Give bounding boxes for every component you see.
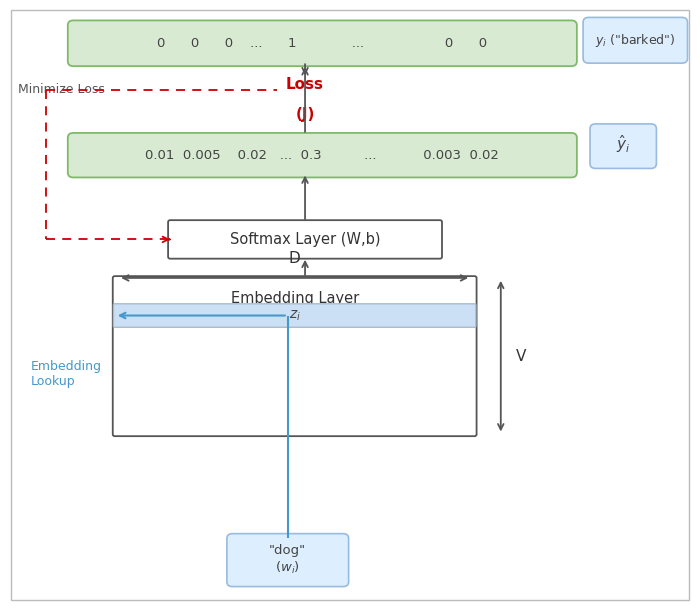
Text: "dog"
$(w_i)$: "dog" $(w_i)$ xyxy=(270,544,307,576)
Text: Minimize Loss: Minimize Loss xyxy=(18,83,105,96)
Text: Softmax Layer (W,b): Softmax Layer (W,b) xyxy=(230,232,380,247)
Text: 0.01  0.005    0.02   ...  0.3          ...           0.003  0.02: 0.01 0.005 0.02 ... 0.3 ... 0.003 0.02 xyxy=(146,149,499,162)
FancyBboxPatch shape xyxy=(227,534,349,587)
Text: $y_i$ ("barked"): $y_i$ ("barked") xyxy=(595,32,676,49)
FancyBboxPatch shape xyxy=(68,133,577,178)
FancyBboxPatch shape xyxy=(590,124,657,168)
FancyBboxPatch shape xyxy=(168,220,442,259)
Text: V: V xyxy=(516,349,526,364)
Text: (J): (J) xyxy=(295,107,315,123)
Text: $z_i$: $z_i$ xyxy=(288,308,301,323)
Text: Loss: Loss xyxy=(286,77,324,92)
FancyBboxPatch shape xyxy=(113,304,476,327)
Text: Embedding
Lookup: Embedding Lookup xyxy=(31,360,101,388)
Text: 0      0      0    ...      1             ...                   0      0: 0 0 0 ... 1 ... 0 0 xyxy=(158,37,487,50)
Text: $\hat{y}_i$: $\hat{y}_i$ xyxy=(616,133,631,155)
FancyBboxPatch shape xyxy=(113,276,477,436)
FancyBboxPatch shape xyxy=(583,18,687,63)
FancyBboxPatch shape xyxy=(68,20,577,66)
Text: D: D xyxy=(289,251,300,266)
Text: Embedding Layer: Embedding Layer xyxy=(230,291,359,306)
